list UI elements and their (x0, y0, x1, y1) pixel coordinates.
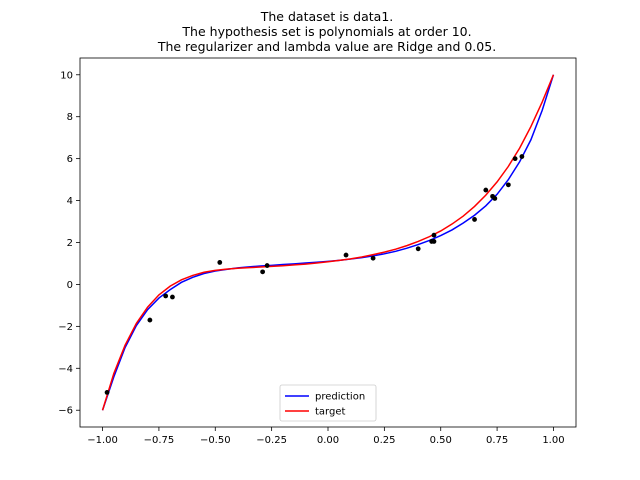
x-tick-label: 1.00 (542, 435, 564, 446)
data-point (260, 269, 266, 275)
y-tick-label: −6 (58, 406, 73, 417)
y-tick-label: 8 (67, 112, 73, 123)
data-point (483, 187, 489, 193)
x-tick-label: −1.00 (87, 435, 118, 446)
legend-box (279, 384, 377, 422)
series-line-prediction (101, 74, 555, 411)
x-tick-label: 0.75 (486, 435, 508, 446)
y-tick-label: 6 (67, 154, 73, 165)
data-point (217, 260, 223, 265)
title-line-1: The dataset is data1. (260, 9, 394, 24)
data-point (264, 263, 270, 268)
data-point (512, 156, 518, 162)
data-point (431, 239, 437, 244)
title-line-2: The hypothesis set is polynomials at ord… (181, 24, 471, 39)
y-tick-label: −4 (58, 364, 73, 375)
data-point (147, 317, 153, 323)
x-tick-label: −0.75 (144, 435, 175, 446)
chart-title: The dataset is data1. The hypothesis set… (157, 9, 496, 54)
x-tick-label: 0.50 (430, 435, 452, 446)
y-tick-label: 0 (67, 280, 73, 291)
legend-label-target: target (315, 407, 345, 418)
series-line-target (101, 74, 555, 411)
x-tick-label: 0.25 (373, 435, 395, 446)
data-point (519, 154, 525, 159)
data-point (472, 217, 477, 222)
data-point (415, 246, 421, 252)
data-point (492, 196, 498, 201)
x-tick-label: −0.50 (200, 435, 231, 446)
data-point (163, 293, 169, 299)
data-point (343, 252, 349, 258)
y-tick-label: 10 (60, 70, 73, 81)
x-tick-label: −0.25 (256, 435, 287, 446)
data-point (104, 390, 110, 395)
axes-frame (79, 57, 577, 428)
y-tick-label: 4 (67, 196, 73, 207)
x-tick-label: 0.00 (317, 435, 339, 446)
title-line-3: The regularizer and lambda value are Rid… (157, 39, 496, 54)
data-point (431, 232, 437, 238)
y-tick-label: −2 (58, 322, 73, 333)
data-point (370, 255, 376, 261)
data-point (505, 182, 511, 188)
y-tick-label: 2 (67, 238, 73, 249)
plot-area: −1.00 −0.75 −0.50 −0.25 0.00 0.25 0.50 0.75 1.00… (58, 57, 577, 446)
legend-label-prediction: prediction (315, 392, 365, 403)
data-point (170, 294, 175, 300)
